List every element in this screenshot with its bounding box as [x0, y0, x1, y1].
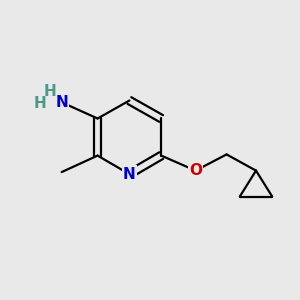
Text: N: N: [123, 167, 136, 182]
Text: O: O: [189, 163, 202, 178]
Text: H: H: [44, 84, 57, 99]
Text: N: N: [55, 95, 68, 110]
Text: H: H: [34, 96, 46, 111]
